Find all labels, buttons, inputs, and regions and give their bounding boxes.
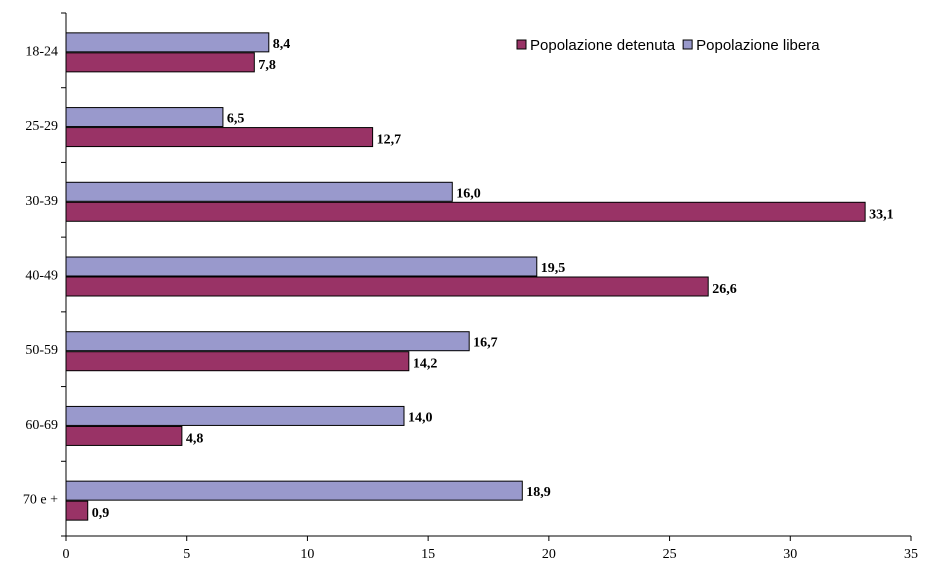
bar-libera-2: [65, 181, 453, 202]
data-label-libera-6: 18,9: [526, 485, 551, 500]
x-tick-label-7: 35: [904, 547, 918, 562]
x-tick-label-5: 25: [663, 547, 677, 562]
x-tick-label-1: 5: [183, 547, 190, 562]
category-label-4: 50-59: [25, 343, 58, 358]
category-label-0: 18-24: [25, 44, 58, 59]
data-label-detenuta-2: 33,1: [869, 207, 894, 222]
data-label-libera-3: 19,5: [541, 261, 566, 276]
data-label-detenuta-5: 4,8: [186, 431, 204, 446]
data-label-libera-1: 6,5: [227, 112, 245, 127]
bar-libera-4: [65, 331, 470, 352]
x-tick-label-2: 10: [300, 547, 314, 562]
bar-libera-3: [65, 256, 538, 277]
bar-libera-1: [65, 107, 224, 128]
category-label-1: 25-29: [25, 119, 58, 134]
data-label-libera-0: 8,4: [273, 37, 291, 52]
bar-libera-6: [65, 480, 523, 501]
bar-libera-5: [65, 405, 405, 426]
data-label-detenuta-1: 12,7: [377, 133, 402, 148]
x-tick-label-4: 20: [542, 547, 556, 562]
legend-label-1: Popolazione libera: [696, 37, 820, 54]
x-tick-label-6: 30: [783, 547, 797, 562]
data-label-detenuta-0: 7,8: [258, 58, 276, 73]
legend-swatch-0: [516, 39, 527, 50]
data-label-libera-2: 16,0: [456, 186, 481, 201]
bar-detenuta-6: [65, 500, 89, 521]
legend-label-0: Popolazione detenuta: [530, 37, 676, 54]
data-label-detenuta-6: 0,9: [92, 506, 110, 521]
bar-detenuta-5: [65, 425, 183, 446]
x-tick-label-0: 0: [63, 547, 70, 562]
legend-swatch-1: [682, 39, 693, 50]
bar-detenuta-0: [65, 52, 255, 73]
bar-detenuta-3: [65, 276, 709, 297]
category-label-3: 40-49: [25, 269, 58, 284]
bar-libera-0: [65, 32, 270, 53]
bar-detenuta-2: [65, 201, 866, 222]
bar-detenuta-1: [65, 127, 374, 148]
x-tick-label-3: 15: [421, 547, 435, 562]
data-label-libera-5: 14,0: [408, 410, 433, 425]
data-label-detenuta-4: 14,2: [413, 357, 438, 372]
category-label-5: 60-69: [25, 418, 58, 433]
bar-detenuta-4: [65, 351, 410, 372]
data-label-detenuta-3: 26,6: [712, 282, 737, 297]
category-label-2: 30-39: [25, 194, 58, 209]
data-label-libera-4: 16,7: [473, 336, 498, 351]
category-label-6: 70 e +: [23, 493, 58, 508]
